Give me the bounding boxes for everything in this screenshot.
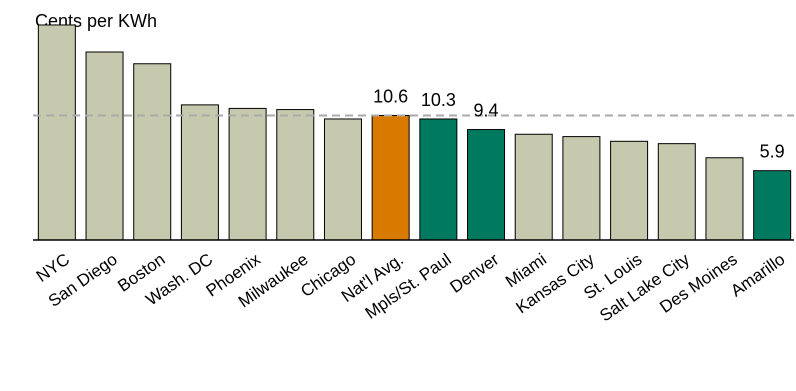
bar-nat-l-avg	[371, 114, 410, 241]
bar-mpls-st-paul	[419, 118, 458, 241]
bar-miami	[514, 133, 553, 241]
bar-kansas-city	[562, 136, 601, 241]
bar-wash-dc	[180, 104, 219, 241]
x-tick-label-amarillo: Amarillo	[727, 250, 788, 301]
data-label-amarillo: 5.9	[760, 142, 785, 162]
bar-chicago	[323, 118, 362, 241]
data-label-nat-l-avg: 10.6	[373, 86, 408, 106]
x-tick-label-denver: Denver	[447, 250, 503, 297]
bar-denver	[467, 129, 506, 241]
bar-san-diego	[85, 51, 124, 241]
bar-st-louis	[610, 140, 649, 241]
bar-salt-lake-city	[657, 143, 696, 241]
bar-boston	[133, 63, 172, 241]
bar-des-moines	[705, 157, 744, 241]
data-label-denver: 9.4	[474, 101, 499, 121]
bar-milwaukee	[276, 109, 315, 241]
bar-nyc	[37, 24, 76, 241]
data-label-mpls-st-paul: 10.3	[421, 90, 456, 110]
bar-phoenix	[228, 107, 267, 241]
bar-amarillo	[753, 170, 792, 241]
